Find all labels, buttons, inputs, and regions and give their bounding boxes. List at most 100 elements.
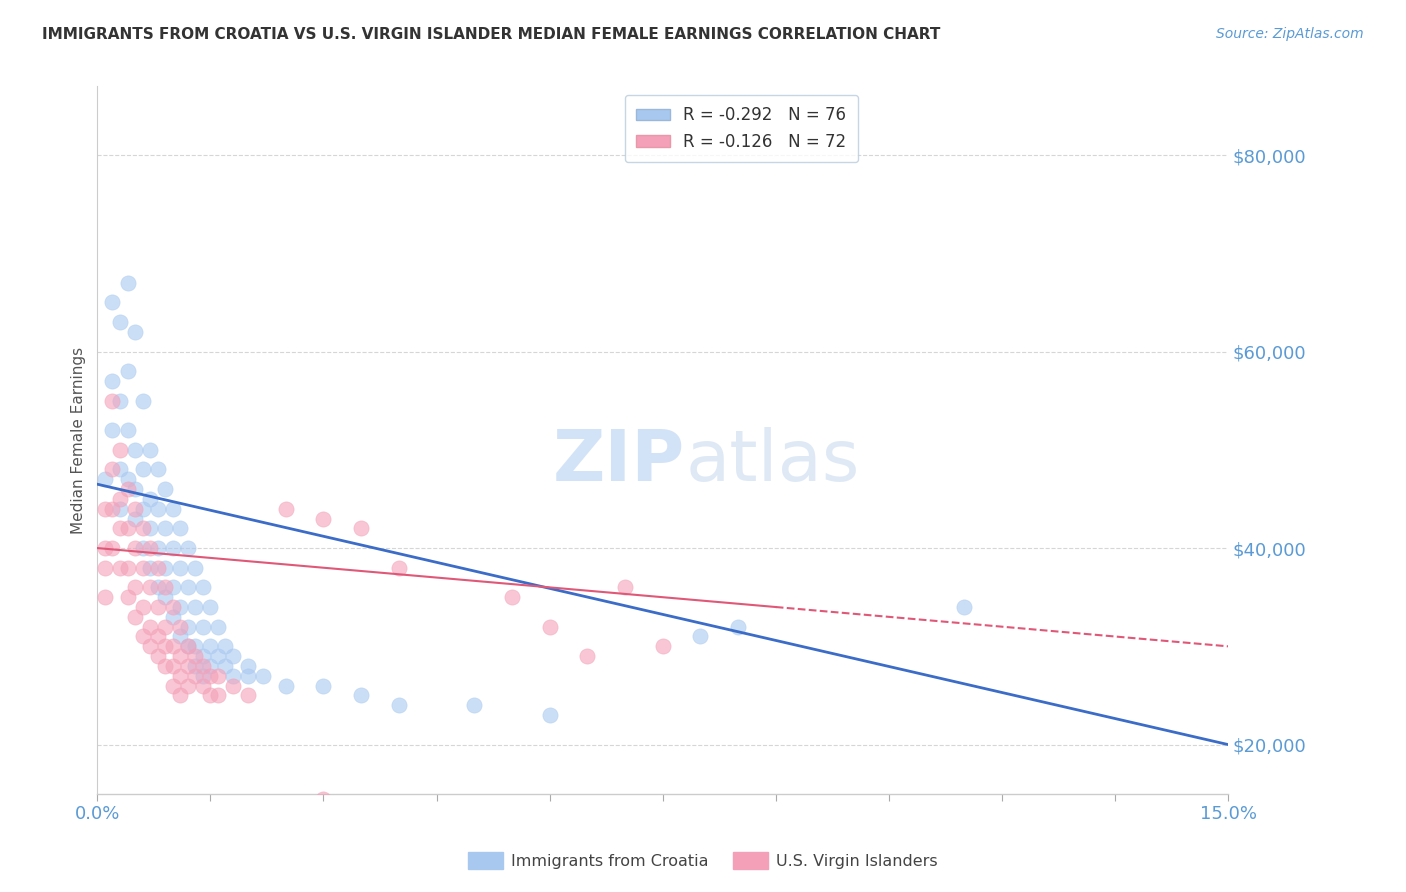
Point <box>131 521 153 535</box>
Point <box>146 501 169 516</box>
Point <box>124 442 146 457</box>
Point <box>101 295 124 310</box>
Point <box>146 649 169 664</box>
Point <box>191 659 214 673</box>
Point <box>162 541 184 555</box>
Point <box>207 649 229 664</box>
Point <box>162 600 184 615</box>
Point <box>94 501 117 516</box>
Point <box>131 393 153 408</box>
Point <box>139 560 162 574</box>
Point <box>162 659 184 673</box>
Point <box>131 541 153 555</box>
Point <box>388 560 411 574</box>
Point <box>200 669 222 683</box>
Point <box>101 374 124 388</box>
Point <box>139 580 162 594</box>
Point <box>177 640 200 654</box>
Point <box>184 669 207 683</box>
Point <box>94 541 117 555</box>
Point <box>153 591 176 605</box>
Point <box>177 640 200 654</box>
Point <box>139 521 162 535</box>
Point <box>162 679 184 693</box>
Point <box>184 560 207 574</box>
Point <box>108 491 131 506</box>
Point <box>312 791 335 805</box>
Point <box>124 482 146 496</box>
Point <box>184 649 207 664</box>
Point <box>169 600 191 615</box>
Point <box>131 501 153 516</box>
Point <box>222 669 245 683</box>
Point <box>463 698 485 713</box>
Point <box>501 591 523 605</box>
Point <box>200 600 222 615</box>
Point <box>108 501 131 516</box>
Point <box>222 649 245 664</box>
Point <box>274 501 297 516</box>
Point <box>139 640 162 654</box>
Point <box>614 580 637 594</box>
Text: ZIP: ZIP <box>553 426 685 496</box>
Point <box>576 649 599 664</box>
Point <box>953 600 976 615</box>
Point <box>169 560 191 574</box>
Point <box>177 659 200 673</box>
Point <box>689 630 711 644</box>
Point <box>124 511 146 525</box>
Point <box>139 442 162 457</box>
Point <box>153 580 176 594</box>
Point <box>117 482 139 496</box>
Point <box>274 679 297 693</box>
Point <box>146 462 169 476</box>
Point <box>139 541 162 555</box>
Point <box>117 560 139 574</box>
Point <box>153 640 176 654</box>
Point <box>117 472 139 486</box>
Point <box>191 649 214 664</box>
Point <box>191 679 214 693</box>
Point <box>101 501 124 516</box>
Point <box>94 591 117 605</box>
Point <box>162 580 184 594</box>
Point <box>153 620 176 634</box>
Point <box>124 610 146 624</box>
Point <box>207 620 229 634</box>
Point <box>169 669 191 683</box>
Point <box>146 580 169 594</box>
Point <box>124 580 146 594</box>
Point <box>101 541 124 555</box>
Point <box>124 541 146 555</box>
Point <box>191 669 214 683</box>
Point <box>252 669 274 683</box>
Point <box>124 501 146 516</box>
Point <box>207 689 229 703</box>
Point <box>117 423 139 437</box>
Point <box>153 482 176 496</box>
Point <box>236 659 259 673</box>
Point <box>207 669 229 683</box>
Point <box>312 511 335 525</box>
Point <box>169 630 191 644</box>
Point <box>153 521 176 535</box>
Point <box>184 600 207 615</box>
Point <box>139 620 162 634</box>
Legend: R = -0.292   N = 76, R = -0.126   N = 72: R = -0.292 N = 76, R = -0.126 N = 72 <box>624 95 858 162</box>
Point <box>108 521 131 535</box>
Text: Source: ZipAtlas.com: Source: ZipAtlas.com <box>1216 27 1364 41</box>
Point <box>131 630 153 644</box>
Point <box>184 659 207 673</box>
Point <box>388 698 411 713</box>
Point <box>101 393 124 408</box>
Point <box>124 325 146 339</box>
Point <box>200 640 222 654</box>
Point <box>146 630 169 644</box>
Point <box>200 689 222 703</box>
Point <box>131 560 153 574</box>
Point <box>169 649 191 664</box>
Point <box>177 620 200 634</box>
Point <box>162 640 184 654</box>
Point <box>108 442 131 457</box>
Point <box>222 679 245 693</box>
